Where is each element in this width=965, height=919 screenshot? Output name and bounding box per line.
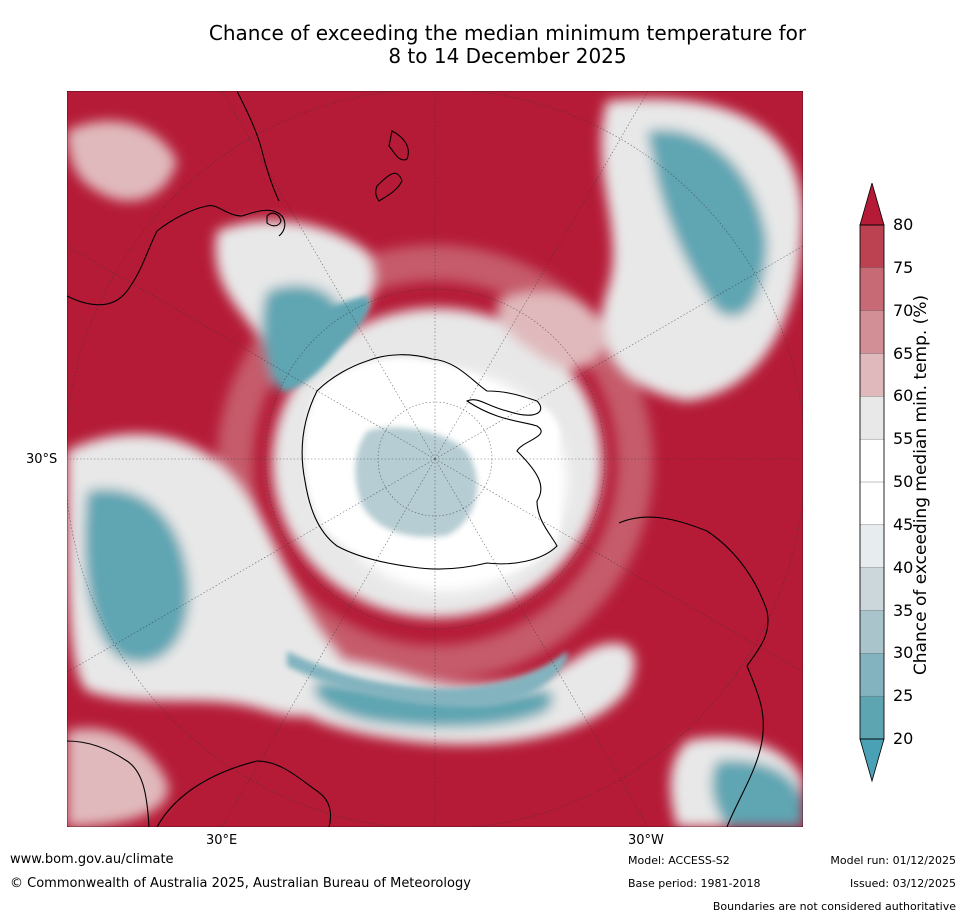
longitude-label-30e: 30°E (206, 833, 238, 848)
colorbar-tick-label: 65 (893, 343, 914, 363)
colorbar-segment (859, 224, 885, 269)
colorbar-segment (859, 653, 885, 697)
colorbar (859, 183, 885, 783)
probability-map[interactable] (67, 91, 803, 827)
colorbar-segment (859, 524, 885, 569)
new-zealand-north-coastline (388, 130, 409, 161)
colorbar-tick-label: 45 (893, 514, 914, 534)
footer-model-run: Model run: 01/12/2025 (830, 854, 956, 867)
colorbar-extend-top (859, 183, 885, 226)
antarctic-ring-blue (277, 296, 568, 707)
footer-model: Model: ACCESS-S2 (628, 854, 730, 867)
colorbar-tick-label: 25 (893, 686, 914, 706)
footer-base-period: Base period: 1981-2018 (628, 877, 761, 890)
colorbar-tick-label: 35 (893, 600, 914, 620)
australia-west-coast (67, 740, 150, 827)
colorbar-segment (859, 310, 885, 355)
australia-east-coastline (236, 91, 280, 202)
colorbar-segment (859, 695, 885, 740)
title-line-2: 8 to 14 December 2025 (388, 44, 627, 68)
colorbar-tick-label: 55 (893, 429, 914, 449)
colorbar-segment (859, 610, 885, 655)
colorbar-segment (859, 481, 885, 526)
footer-issued: Issued: 03/12/2025 (849, 877, 956, 890)
colorbar-tick-label: 80 (893, 215, 914, 234)
antarctica-field (304, 358, 560, 575)
colorbar-tick-label: 70 (893, 300, 914, 320)
new-zealand-south-coastline (375, 172, 403, 202)
south-america-coastline (618, 516, 769, 827)
colorbar-segment (859, 353, 885, 398)
footer-disclaimer: Boundaries are not considered authoritat… (712, 900, 956, 913)
colorbar-segment (859, 396, 885, 440)
australia-coastline (67, 205, 286, 306)
colorbar-extend-bottom (859, 738, 885, 783)
footer-url[interactable]: www.bom.gov.au/climate (10, 852, 174, 867)
colorbar-segment (859, 438, 885, 483)
colorbar-segment (859, 267, 885, 312)
graticule (67, 91, 803, 827)
latitude-label-30s: 30°S (26, 452, 58, 467)
colorbar-tick-label: 40 (893, 557, 914, 577)
colorbar-segment (859, 567, 885, 612)
tasmania-coastline (266, 212, 282, 227)
colorbar-tick-label: 60 (893, 386, 914, 406)
colorbar-tick-label: 75 (893, 257, 914, 277)
footer-copyright: © Commonwealth of Australia 2025, Austra… (10, 876, 471, 891)
title-line-1: Chance of exceeding the median minimum t… (208, 21, 807, 45)
chart-title: Chance of exceeding the median minimum t… (140, 22, 875, 68)
colorbar-tick-label: 30 (893, 643, 914, 663)
longitude-label-30w: 30°W (628, 833, 664, 848)
colorbar-tick-label: 20 (893, 729, 914, 748)
colorbar-title: Chance of exceeding median min. temp. (%… (911, 294, 931, 676)
colorbar-tick-label: 50 (893, 472, 914, 491)
coastlines (67, 91, 769, 827)
africa-coastline (156, 760, 332, 827)
antarctica-coastline (301, 354, 558, 570)
